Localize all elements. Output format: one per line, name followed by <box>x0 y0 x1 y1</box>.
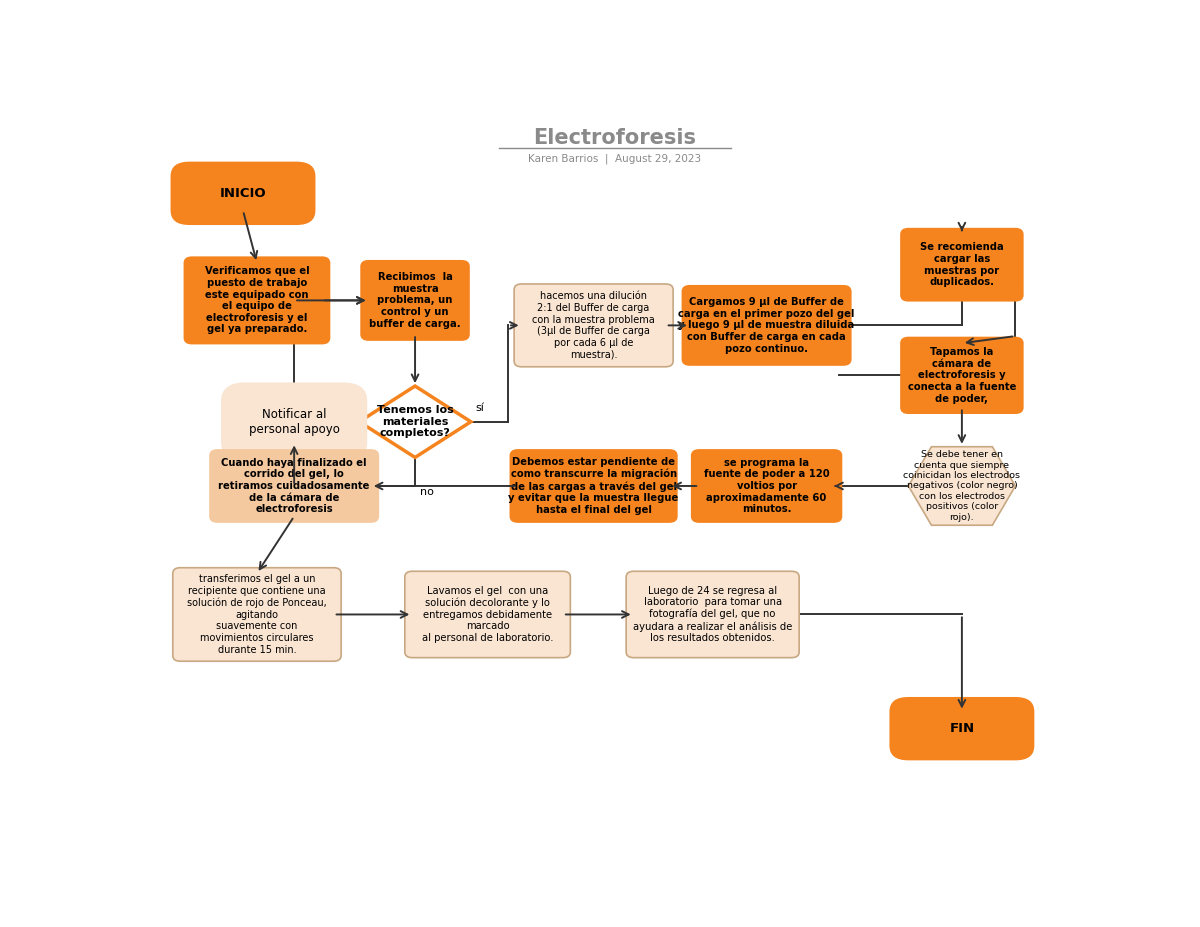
FancyBboxPatch shape <box>185 257 330 344</box>
Text: Debemos estar pendiente de
como transcurre la migración
de las cargas a través d: Debemos estar pendiente de como transcur… <box>509 457 679 514</box>
Text: Tapamos la
cámara de
electroforesis y
conecta a la fuente
de poder,: Tapamos la cámara de electroforesis y co… <box>907 347 1016 403</box>
Text: Cargamos 9 μl de Buffer de
carga en el primer pozo del gel
y luego 9 μl de muest: Cargamos 9 μl de Buffer de carga en el p… <box>678 298 854 353</box>
Polygon shape <box>359 386 470 457</box>
Text: hacemos una dilución
2:1 del Buffer de carga
con la muestra problema
(3μl de Buf: hacemos una dilución 2:1 del Buffer de c… <box>533 291 655 360</box>
Text: Se recomienda
cargar las
muestras por
duplicados.: Se recomienda cargar las muestras por du… <box>920 242 1003 287</box>
Text: sí: sí <box>475 403 485 413</box>
Text: INICIO: INICIO <box>220 187 266 200</box>
FancyBboxPatch shape <box>683 286 851 365</box>
FancyBboxPatch shape <box>901 337 1022 413</box>
Text: Lavamos el gel  con una
solución decolorante y lo
entregamos debidamente
marcado: Lavamos el gel con una solución decolora… <box>422 586 553 643</box>
Text: no: no <box>420 487 433 497</box>
Text: Electroforesis: Electroforesis <box>534 128 696 147</box>
Text: Cuando haya finalizado el
corrido del gel, lo
retiramos cuidadosamente
de la cám: Cuando haya finalizado el corrido del ge… <box>218 458 370 514</box>
FancyBboxPatch shape <box>691 450 841 522</box>
FancyBboxPatch shape <box>901 229 1022 300</box>
Text: Karen Barrios  |  August 29, 2023: Karen Barrios | August 29, 2023 <box>528 154 702 164</box>
Polygon shape <box>908 447 1015 526</box>
FancyBboxPatch shape <box>514 284 673 367</box>
Text: FIN: FIN <box>949 722 974 735</box>
Text: Tenemos los
materiales
completos?: Tenemos los materiales completos? <box>377 405 454 438</box>
FancyBboxPatch shape <box>210 450 378 522</box>
FancyBboxPatch shape <box>404 571 570 657</box>
FancyBboxPatch shape <box>221 383 367 461</box>
FancyBboxPatch shape <box>173 567 341 661</box>
FancyBboxPatch shape <box>510 450 677 522</box>
Text: se programa la
fuente de poder a 120
voltios por
aproximadamente 60
minutos.: se programa la fuente de poder a 120 vol… <box>703 458 829 514</box>
Text: Se debe tener en
cuenta que siempre
coinicidan los electrodos
negativos (color n: Se debe tener en cuenta que siempre coin… <box>904 451 1020 522</box>
Text: transferimos el gel a un
recipiente que contiene una
solución de rojo de Ponceau: transferimos el gel a un recipiente que … <box>187 575 326 654</box>
Text: Luego de 24 se regresa al
laboratorio  para tomar una
fotografía del gel, que no: Luego de 24 se regresa al laboratorio pa… <box>632 586 792 643</box>
Text: Verificamos que el
puesto de trabajo
este equipado con
el equipo de
electrofores: Verificamos que el puesto de trabajo est… <box>205 266 310 335</box>
FancyBboxPatch shape <box>170 161 316 225</box>
FancyBboxPatch shape <box>361 260 469 340</box>
Text: Recibimos  la
muestra
problema, un
control y un
buffer de carga.: Recibimos la muestra problema, un contro… <box>370 273 461 328</box>
Text: Notificar al
personal apoyo: Notificar al personal apoyo <box>248 408 340 436</box>
FancyBboxPatch shape <box>889 697 1034 760</box>
FancyBboxPatch shape <box>626 571 799 657</box>
